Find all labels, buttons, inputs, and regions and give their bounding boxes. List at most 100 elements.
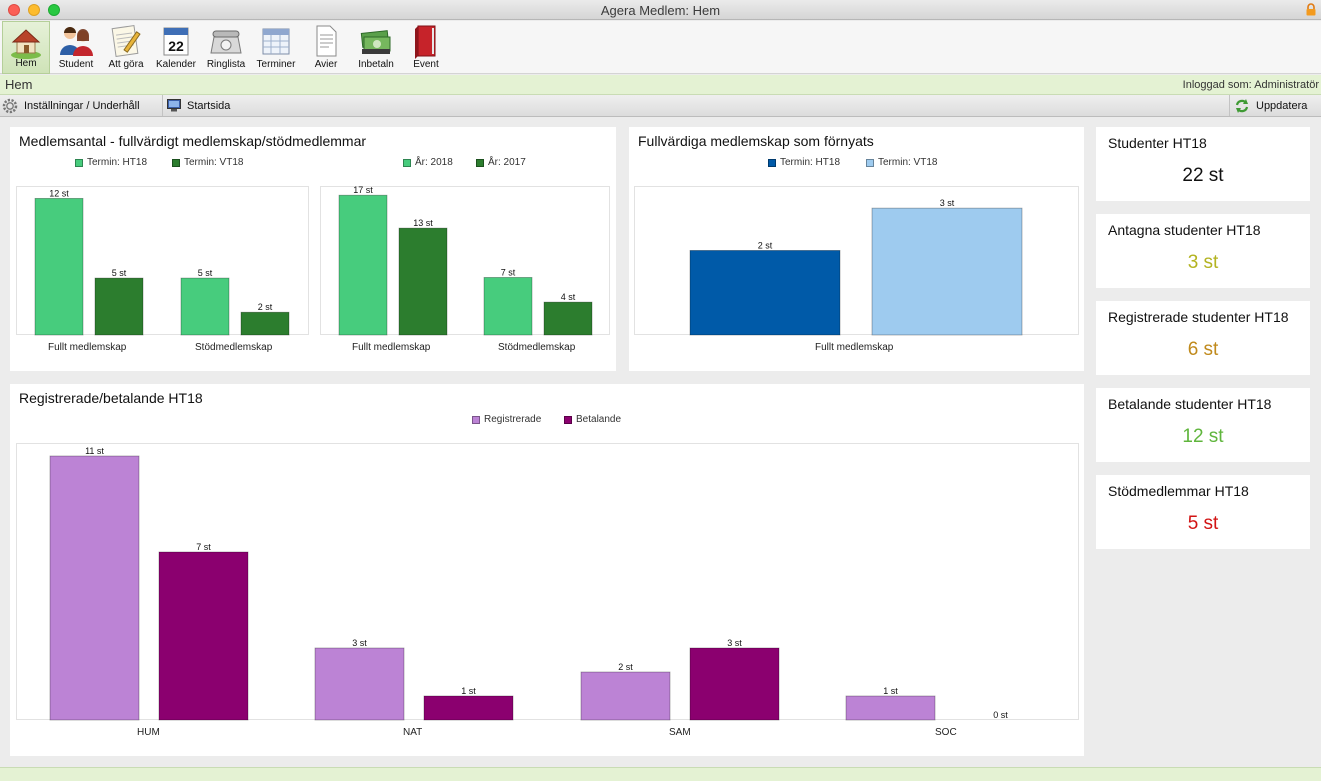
bar-data-label: 4 st bbox=[561, 292, 576, 302]
stat-value: 5 st bbox=[1187, 513, 1219, 534]
toolbar-label: Student bbox=[58, 59, 94, 70]
window-titlebar: Agera Medlem: Hem bbox=[0, 0, 1321, 20]
members-panel-title: Medlemsantal - fullvärdigt medlemskap/st… bbox=[19, 133, 367, 149]
toolbar-button-att-gora[interactable]: Att göra bbox=[102, 21, 150, 74]
category-label: SOC bbox=[935, 727, 957, 738]
bar-data-label: 5 st bbox=[198, 268, 213, 278]
toolbar-button-kalender[interactable]: 22 Kalender bbox=[152, 21, 200, 74]
bar bbox=[423, 695, 514, 721]
bar bbox=[580, 671, 671, 721]
stat-title: Studenter HT18 bbox=[1108, 135, 1207, 151]
legend-item: Registrerade bbox=[472, 414, 541, 425]
members-term-chart-svg: 12 st 5 st 5 st 2 st bbox=[34, 188, 290, 336]
zoom-window-button[interactable] bbox=[48, 4, 60, 16]
toolbar-label: Event bbox=[413, 59, 439, 70]
grid-calendar-icon bbox=[262, 28, 290, 55]
bar bbox=[689, 250, 841, 336]
bar bbox=[49, 455, 140, 721]
stat-title: Stödmedlemmar HT18 bbox=[1108, 483, 1249, 499]
stat-title: Betalande studenter HT18 bbox=[1108, 396, 1272, 412]
refresh-icon bbox=[1235, 98, 1249, 113]
bar-data-label: 7 st bbox=[196, 542, 211, 552]
bar-data-label: 1 st bbox=[883, 686, 898, 696]
toolbar-label: Att göra bbox=[108, 59, 144, 70]
legend-swatch bbox=[476, 158, 484, 167]
stat-value: 22 st bbox=[1182, 165, 1224, 186]
legend-swatch bbox=[172, 158, 180, 167]
stat-value: 6 st bbox=[1187, 339, 1219, 360]
legend-swatch bbox=[75, 158, 83, 167]
bar-data-label: 2 st bbox=[258, 302, 273, 312]
legend-label: År: 2018 bbox=[415, 157, 453, 168]
gear-icon bbox=[2, 98, 18, 113]
bar-data-label: 0 st bbox=[993, 710, 1008, 720]
bar-data-label: 3 st bbox=[352, 638, 367, 648]
bar-data-label: 12 st bbox=[49, 188, 69, 198]
legend-item: Betalande bbox=[564, 414, 621, 425]
bar bbox=[314, 647, 405, 721]
update-button[interactable]: Uppdatera bbox=[1229, 95, 1321, 116]
bar-data-label: 13 st bbox=[413, 218, 433, 228]
bar-data-label: 11 st bbox=[85, 446, 104, 456]
people-icon bbox=[60, 27, 93, 56]
bar bbox=[689, 647, 780, 721]
main-toolbar: Hem Student Att göra 22 Kalender bbox=[0, 21, 1321, 74]
registered-chart: 11 st 3 st 2 st 1 st 7 st 1 st 3 st 0 st bbox=[16, 443, 1079, 721]
toolbar-label: Kalender bbox=[155, 59, 197, 70]
status-bar bbox=[0, 767, 1321, 781]
registered-chart-svg: 11 st 3 st 2 st 1 st 7 st 1 st 3 st 0 st bbox=[49, 446, 1008, 721]
members-term-chart: 12 st 5 st 5 st 2 st bbox=[16, 186, 309, 336]
stat-card-students: Studenter HT18 22 st bbox=[1096, 127, 1310, 201]
members-panel: Medlemsantal - fullvärdigt medlemskap/st… bbox=[10, 127, 616, 371]
legend-swatch bbox=[472, 415, 480, 424]
category-label: Fullt medlemskap bbox=[48, 342, 127, 353]
toolbar-button-event[interactable]: Event bbox=[402, 21, 450, 74]
toolbar-button-avier[interactable]: Avier bbox=[302, 21, 350, 74]
toolbar-label: Terminer bbox=[256, 59, 296, 70]
bar bbox=[34, 197, 84, 336]
toolbar-button-ringlista[interactable]: Ringlista bbox=[202, 21, 250, 74]
members-year-chart-svg: 17 st 7 st 13 st 4 st bbox=[338, 185, 593, 336]
renewed-chart: 2 st 3 st bbox=[634, 186, 1079, 336]
update-label: Uppdatera bbox=[1256, 99, 1308, 112]
registered-panel-title: Registrerade/betalande HT18 bbox=[19, 390, 203, 406]
registered-panel: Registrerade/betalande HT18 Registrerade… bbox=[10, 384, 1084, 756]
renewed-panel-title: Fullvärdiga medlemskap som förnyats bbox=[638, 133, 874, 149]
stat-card-admitted: Antagna studenter HT18 3 st bbox=[1096, 214, 1310, 288]
bar-data-label: 1 st bbox=[461, 686, 476, 696]
toolbar-button-terminer[interactable]: Terminer bbox=[252, 21, 300, 74]
settings-button[interactable]: Inställningar / Underhåll bbox=[0, 95, 140, 116]
category-label: Fullt medlemskap bbox=[815, 342, 894, 353]
document-icon bbox=[316, 25, 337, 57]
bar bbox=[871, 207, 1023, 336]
toolbar-button-hem[interactable]: Hem bbox=[2, 21, 50, 74]
minimize-window-button[interactable] bbox=[28, 4, 40, 16]
category-label: Stödmedlemskap bbox=[498, 342, 576, 353]
stat-title: Antagna studenter HT18 bbox=[1108, 222, 1261, 238]
stat-value: 3 st bbox=[1187, 252, 1219, 273]
legend-label: Betalande bbox=[576, 414, 622, 425]
toolbar-label: Ringlista bbox=[206, 59, 246, 70]
toolbar-button-student[interactable]: Student bbox=[52, 21, 100, 74]
legend-swatch bbox=[564, 415, 572, 424]
category-label: Fullt medlemskap bbox=[352, 342, 431, 353]
bar-data-label: 7 st bbox=[501, 267, 516, 277]
phone-icon bbox=[210, 30, 242, 54]
startpage-button[interactable]: Startsida bbox=[162, 95, 238, 116]
legend-label: Registrerade bbox=[484, 414, 542, 425]
lock-icon[interactable] bbox=[1306, 3, 1316, 16]
toolbar-label: Inbetaln bbox=[358, 59, 394, 70]
bar bbox=[94, 277, 144, 336]
stat-card-paying: Betalande studenter HT18 12 st bbox=[1096, 388, 1310, 462]
legend-item: Termin: VT18 bbox=[866, 157, 937, 168]
svg-text:22: 22 bbox=[168, 38, 184, 54]
bar-data-label: 17 st bbox=[353, 185, 373, 195]
stat-card-support-members: Stödmedlemmar HT18 5 st bbox=[1096, 475, 1310, 549]
bar bbox=[240, 311, 290, 336]
window-title: Agera Medlem: Hem bbox=[600, 3, 721, 18]
bar bbox=[180, 277, 230, 336]
toolbar-button-inbetaln[interactable]: Inbetaln bbox=[352, 21, 400, 74]
bar bbox=[338, 194, 388, 336]
legend-label: Termin: VT18 bbox=[184, 157, 244, 168]
close-window-button[interactable] bbox=[8, 4, 20, 16]
